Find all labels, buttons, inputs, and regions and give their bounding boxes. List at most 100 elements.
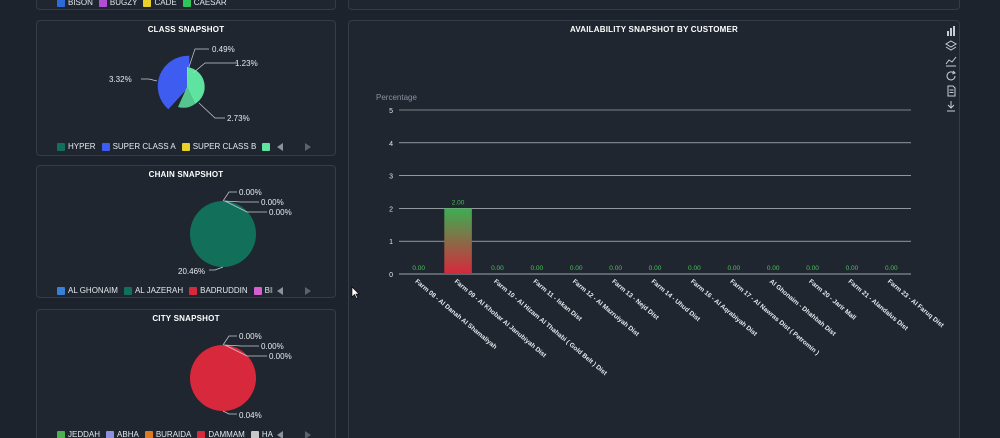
legend-item[interactable]: SUPER [262,142,273,151]
pie-label-1: 0.00% [239,188,262,197]
class-legend-pager[interactable] [277,142,311,151]
legend-label: BADRUDDIN [200,286,248,295]
legend-item[interactable]: DAMMAM [197,430,245,438]
bar-chart-icon[interactable] [945,25,957,37]
label-line-2 [223,344,259,347]
pie-label-3: 0.00% [269,352,292,361]
x-tick-label: Al Ghonaim - Dhahbah Dist [768,278,838,338]
legend-item[interactable]: BADRUDDIN [189,286,248,295]
legend-item[interactable]: BUGZY [98,0,138,7]
label-line-3 [141,78,158,82]
legend-label: CADE [154,0,177,7]
chain-snapshot-title: CHAIN SNAPSHOT [148,170,224,179]
y-axis-label: Percentage [376,93,417,102]
mouse-cursor-icon [351,286,360,299]
city-legend-pager[interactable] [277,430,311,438]
label-line-3 [224,344,267,357]
y-tick-label: 1 [389,239,393,246]
bar-value-label: 0.00 [846,265,859,272]
city-snapshot-pie[interactable]: 0.00% 0.00% 0.00% 0.04% [37,310,337,430]
legend-item[interactable]: JEDDAH [57,430,100,438]
bar-value-label: 0.00 [570,265,583,272]
pie-slice-super-class-a[interactable] [157,55,190,110]
label-line-2 [192,62,237,74]
document-icon[interactable] [945,85,957,97]
label-line-1 [222,191,237,202]
availability-panel: AVAILABILITY SNAPSHOT BY CUSTOMER Percen… [348,20,960,438]
pie-slice-super-gap[interactable] [178,87,195,108]
legend-prev-icon[interactable] [277,286,283,295]
chain-snapshot-pie[interactable]: 0.00% 0.00% 0.00% 20.46% [37,166,337,286]
legend-item[interactable]: AL GHONAIM [57,286,118,295]
pie-slice-al-jazerah[interactable] [190,201,256,267]
legend-swatch [262,142,271,151]
legend-prev-icon[interactable] [277,430,283,438]
legend-label: JEDDAH [68,430,101,438]
legend-item[interactable]: BIN I [253,286,273,295]
y-tick-label: 0 [389,272,393,279]
top-right-panel [348,0,960,10]
x-tick-label: Farm 17 - Al Nawras Dist ( Petromin ) [728,278,820,357]
legend-item[interactable]: SUPER CLASS B [181,142,256,151]
availability-bar-chart[interactable]: Percentage 0 1 2 3 4 5 0.00 Farm 08 - Al Danah … [349,21,961,438]
legend-next-icon[interactable] [305,430,311,438]
pie-label-1: 0.49% [212,45,235,54]
legend-item[interactable]: SUPER CLASS A [101,142,176,151]
legend-item[interactable]: HASS [250,430,273,438]
pie-label-3: 0.00% [269,208,292,217]
legend-item[interactable]: CAESAR [182,0,227,7]
legend-swatch [197,430,206,438]
legend-swatch [253,286,262,295]
pie-slice-super-class-b[interactable] [187,67,188,87]
legend-next-icon[interactable] [305,142,311,151]
chain-legend-pager[interactable] [277,286,311,295]
label-line-4 [198,102,225,119]
download-icon[interactable] [945,100,957,112]
legend-label: BIN I [264,286,273,295]
stack-icon[interactable] [945,40,957,52]
bar-value-label: 0.00 [767,265,780,272]
label-line-2 [223,200,259,203]
legend-label: DAMMAM [208,430,245,438]
class-snapshot-panel: CLASS SNAPSHOT 0.49% 1.23% 3.32% 2.73% H… [36,20,336,156]
class-snapshot-pie[interactable]: 0.49% 1.23% 3.32% 2.73% [37,21,337,141]
availability-title: AVAILABILITY SNAPSHOT BY CUSTOMER [569,25,739,34]
pie-label-4: 20.46% [178,267,205,276]
refresh-icon[interactable] [945,70,957,82]
legend-item[interactable]: CADE [143,0,177,7]
legend-swatch [181,142,190,151]
legend-item[interactable]: BURAIDA [144,430,191,438]
x-tick-label: Farm 16 - Al Aqrabiyah Dist [689,278,759,338]
legend-swatch [101,142,110,151]
legend-label: ABHA [117,430,139,438]
line-chart-icon[interactable] [945,55,957,67]
legend-item[interactable]: ABHA [106,430,139,438]
bar-value-label: 0.00 [727,265,740,272]
legend-label: BUGZY [109,0,138,7]
city-snapshot-legend: JEDDAH ABHA BURAIDA DAMMAM HASS [37,430,335,438]
y-tick-label: 3 [389,174,393,181]
legend-label: CAESAR [193,0,227,7]
legend-item[interactable]: AL JAZERAH [123,286,183,295]
legend-swatch [57,142,65,151]
bar[interactable] [444,208,472,274]
legend-swatch [144,430,153,438]
chain-snapshot-legend: AL GHONAIM AL JAZERAH BADRUDDIN BIN I [37,286,335,295]
legend-item[interactable]: HYPER [57,142,96,151]
pie-slice-dammam[interactable] [190,345,256,411]
pie-label-1: 0.00% [239,332,262,341]
bar-value-label: 2.00 [452,199,465,206]
legend-item[interactable]: BISON [57,0,93,7]
legend-swatch [182,0,191,7]
legend-swatch [106,430,115,438]
pie-label-2: 1.23% [235,59,258,68]
chain-snapshot-panel: CHAIN SNAPSHOT 0.00% 0.00% 0.00% 20.46% … [36,165,336,298]
x-tick-label: Farm 08 - Al Danah Al Shamaliyah [413,278,498,351]
legend-prev-icon[interactable] [277,142,283,151]
legend-next-icon[interactable] [305,286,311,295]
pie-label-4: 2.73% [227,114,250,123]
legend-label: BISON [68,0,93,7]
legend-swatch [57,286,65,295]
top-left-panel: BISON BUGZY CADE CAESAR [36,0,336,10]
pie-slice-super[interactable] [187,67,205,104]
